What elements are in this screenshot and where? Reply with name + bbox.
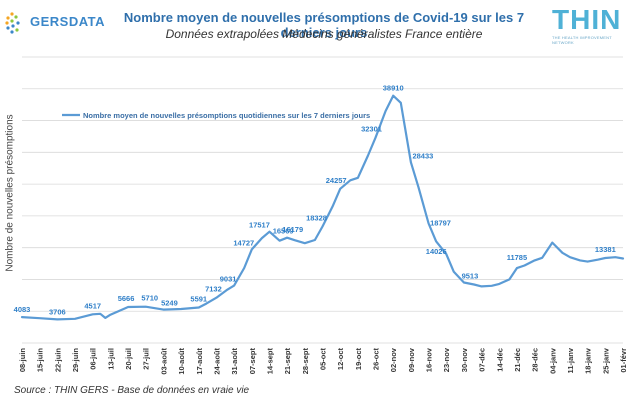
data-label: 5710 [141,294,158,303]
x-tick-label: 03-août [159,347,168,374]
data-label: 11785 [507,253,527,262]
series-line [20,94,625,321]
data-label: 5666 [118,294,135,303]
thin-logo: THIN THE HEALTH IMPROVEMENT NETWORK [552,6,622,46]
data-label: 38910 [383,84,404,93]
x-tick-label: 30-nov [460,347,469,372]
x-tick-label: 11-janv [566,347,575,373]
x-tick-label: 12-oct [336,348,345,371]
x-tick-label: 24-août [212,347,221,374]
data-label: 16179 [282,225,303,234]
data-label: 17517 [249,221,270,230]
x-tick-label: 07-déc [478,348,487,372]
x-tick-label: 28-sept [301,348,310,375]
data-label: 5591 [190,294,207,303]
x-tick-label: 01-févr [619,348,627,373]
x-tick-label: 26-oct [372,348,381,371]
data-label: 14727 [233,238,254,247]
data-label: 28433 [412,151,433,160]
data-label: 3706 [49,307,66,316]
x-tick-label: 05-oct [319,348,328,371]
x-tick-label: 07-sept [248,348,257,375]
chart-subtitle: Données extrapolées Médecins généraliste… [165,27,483,41]
x-tick-label: 06-juil [89,348,98,370]
x-tick-label: 27-juil [142,348,151,370]
x-tick-label: 25-janv [601,347,610,374]
data-label: 24257 [326,176,347,185]
legend: Nombre moyen de nouvelles présomptions q… [62,111,370,120]
data-label: 9031 [220,275,237,284]
x-tick-label: 20-juil [124,348,133,370]
x-tick-label: 04-janv [548,347,557,374]
x-tick-label: 21-déc [513,348,522,372]
data-label: 32301 [361,125,382,134]
x-tick-label: 14-déc [495,348,504,372]
x-tick-label: 13-juil [106,348,115,370]
thin-logo-text: THIN [552,4,622,35]
x-tick-label: 14-sept [265,348,274,375]
source-note: Source : THIN GERS - Base de données en … [14,385,250,396]
data-label: 18328 [306,214,327,223]
legend-label: Nombre moyen de nouvelles présomptions q… [83,111,370,120]
x-tick-label: 22-juin [53,348,62,373]
x-tick-label: 31-août [230,347,239,374]
x-tick-label: 18-janv [584,347,593,374]
data-label: 14026 [426,247,447,256]
gridlines [22,56,623,344]
data-label: 16569 [273,227,294,236]
x-tick-label: 19-oct [354,348,363,371]
x-axis-tick-labels: 08-juin 15-juin 22-juin 29-juin 06-juil 13-ju… [18,347,627,374]
x-tick-label: 23-nov [442,347,451,372]
data-label: 5249 [161,299,178,308]
x-tick-label: 02-nov [389,347,398,372]
x-tick-label: 29-juin [71,348,80,373]
x-tick-label: 15-juin [36,348,45,373]
gersdata-logo: GERSDATA [4,8,105,38]
x-tick-label: 10-août [177,347,186,374]
data-label: 7132 [205,285,222,294]
data-label: 9513 [462,272,479,281]
gersdata-logo-text: GERSDATA [30,14,106,29]
data-label: 18797 [430,219,451,228]
data-label: 4517 [84,301,101,310]
x-tick-label: 16-nov [425,347,434,372]
gersdata-dots-icon [5,12,20,34]
x-tick-label: 08-juin [18,348,27,373]
x-tick-label: 21-sept [283,348,292,375]
x-tick-label: 09-nov [407,347,416,372]
data-label: 4083 [14,305,31,314]
x-tick-label: 17-août [195,347,204,374]
x-tick-label: 28-déc [531,348,540,372]
chart-title: Nombre moyen de nouvelles présomptions d… [123,10,525,40]
thin-logo-tagline: THE HEALTH IMPROVEMENT NETWORK [552,35,612,45]
data-label: 13381 [595,245,616,254]
